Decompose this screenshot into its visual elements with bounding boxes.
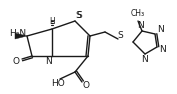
Text: O: O	[82, 81, 90, 91]
Text: S: S	[76, 11, 82, 19]
Text: HO: HO	[51, 80, 65, 88]
Text: H₂N: H₂N	[9, 28, 27, 38]
Polygon shape	[15, 33, 27, 39]
Text: S: S	[117, 30, 123, 39]
Text: S: S	[75, 11, 81, 20]
Text: N: N	[46, 56, 52, 66]
Text: N: N	[141, 55, 147, 64]
Text: N: N	[159, 45, 165, 55]
Text: CH₃: CH₃	[131, 9, 145, 19]
Text: N: N	[157, 25, 163, 34]
Text: O: O	[13, 58, 19, 66]
Text: N: N	[138, 22, 144, 30]
Text: H: H	[49, 17, 55, 25]
